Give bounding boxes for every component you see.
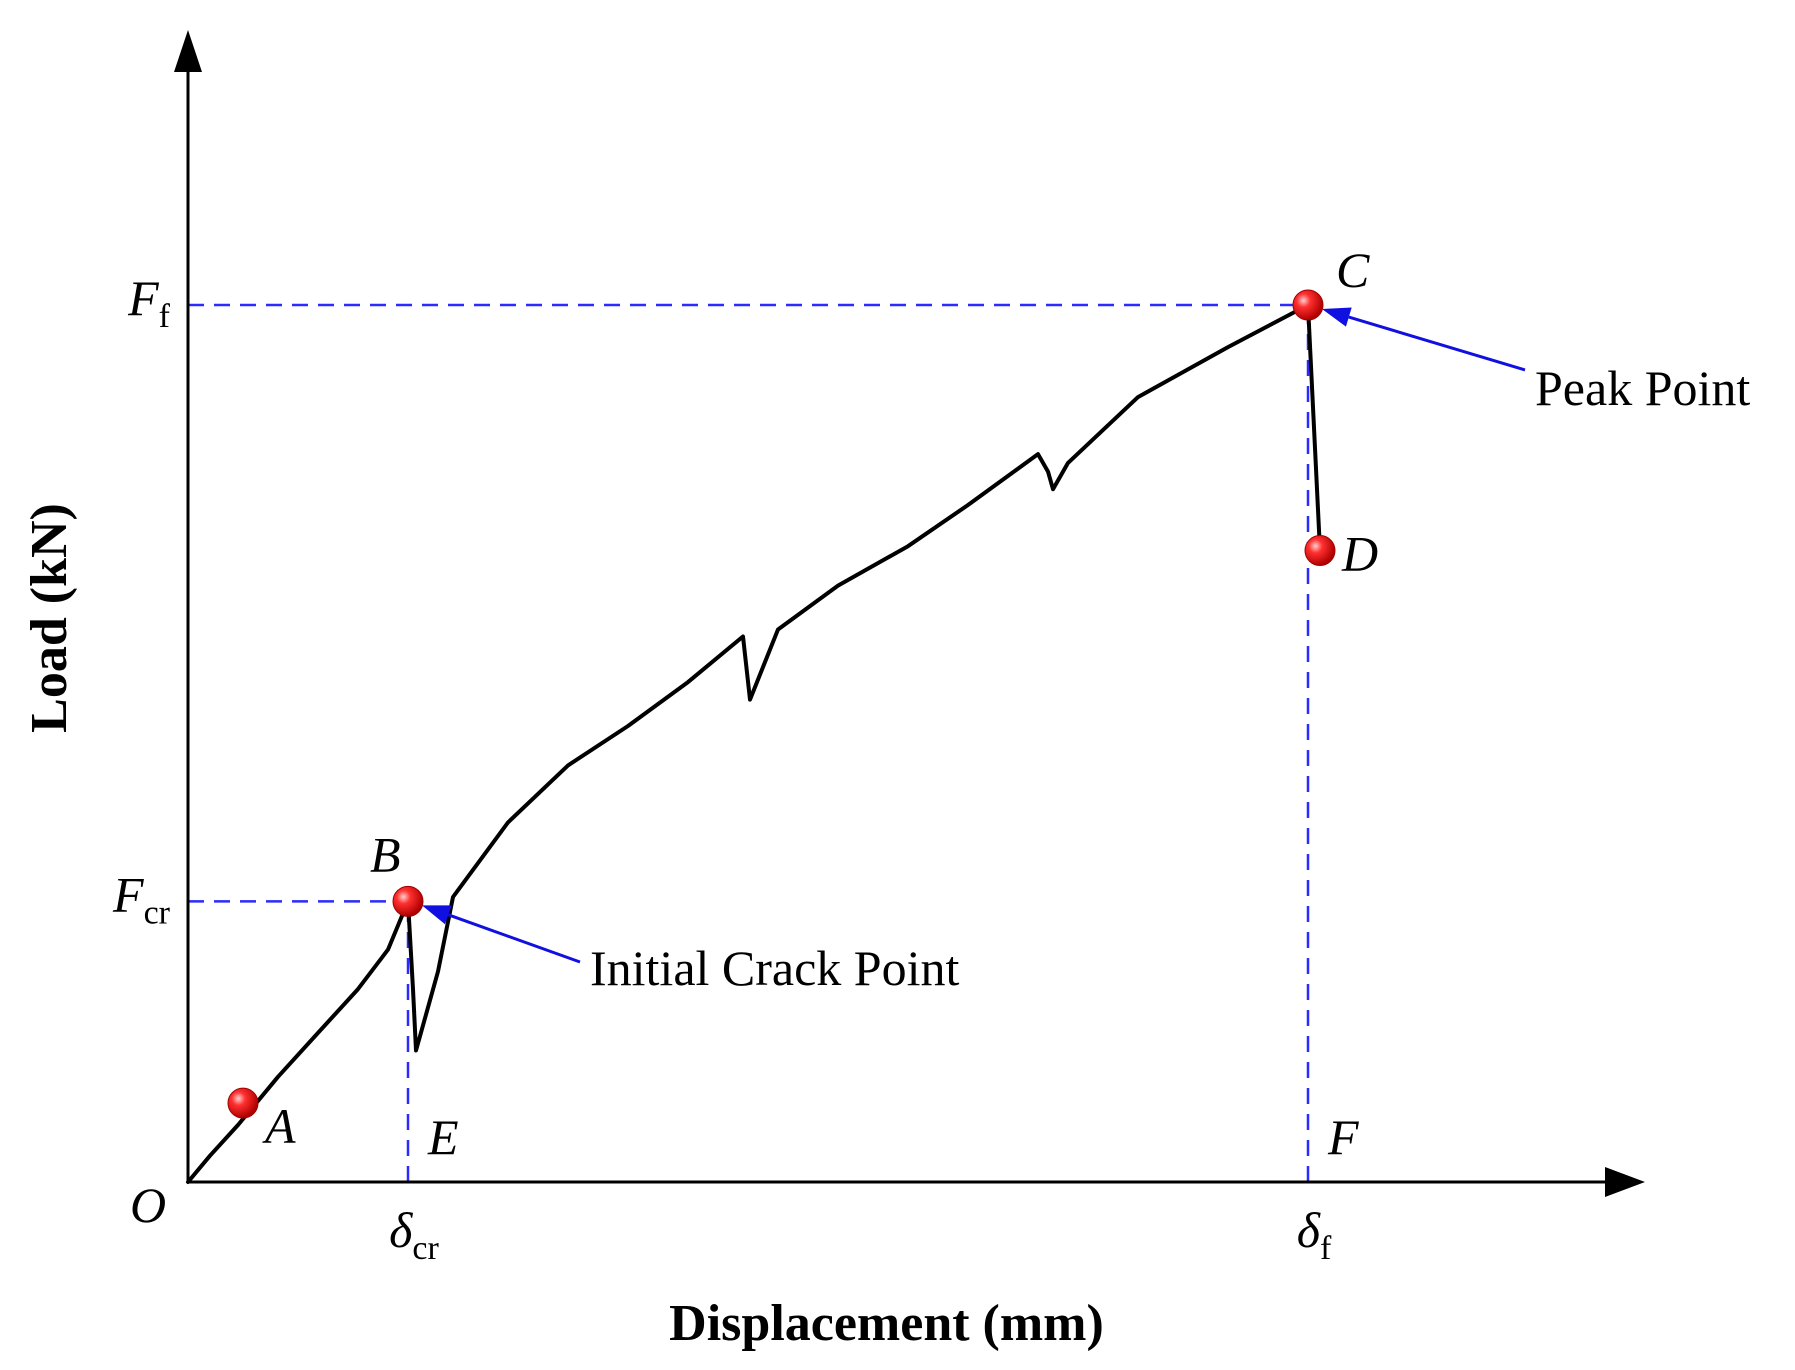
axes	[174, 30, 1645, 1197]
x-tick-label-delta-cr: δcr	[389, 1202, 439, 1267]
annotation-arrow-line	[447, 913, 581, 964]
peak-point-annotation: Peak Point	[1535, 360, 1750, 416]
point-marker-d	[1304, 535, 1336, 567]
annotation-arrows	[422, 307, 1526, 964]
point-marker-a	[227, 1087, 259, 1119]
axis-point-label-f: F	[1327, 1109, 1359, 1165]
annotation-arrowhead	[422, 905, 452, 925]
x-axis-title: Displacement (mm)	[669, 1295, 1104, 1352]
point-markers	[227, 289, 1336, 1119]
load-displacement-curve	[186, 303, 1322, 1184]
x-tick-label-delta-f: δf	[1297, 1202, 1332, 1267]
annotation-arrowhead	[1322, 307, 1352, 327]
reference-lines	[188, 303, 1310, 1182]
point-label-b: B	[370, 826, 401, 882]
point-label-d: D	[1341, 526, 1378, 582]
point-label-a: A	[262, 1098, 296, 1154]
point-marker-c	[1292, 289, 1324, 321]
y-axis-arrowhead	[174, 30, 202, 72]
x-axis-arrowhead	[1605, 1167, 1645, 1197]
annotation-arrow-line	[1348, 315, 1526, 372]
y-axis-title: Load (kN)	[21, 503, 78, 733]
point-label-c: C	[1336, 242, 1370, 298]
axis-point-label-e: E	[427, 1109, 459, 1165]
y-tick-label-f-f: Ff	[127, 270, 171, 335]
labels: O Displacement (mm) Load (kN) δcr δf Fcr…	[21, 242, 1750, 1352]
y-tick-label-f-cr: Fcr	[112, 866, 171, 931]
initial-crack-point-annotation: Initial Crack Point	[590, 940, 959, 996]
origin-label: O	[130, 1177, 166, 1233]
point-marker-b	[392, 885, 424, 917]
